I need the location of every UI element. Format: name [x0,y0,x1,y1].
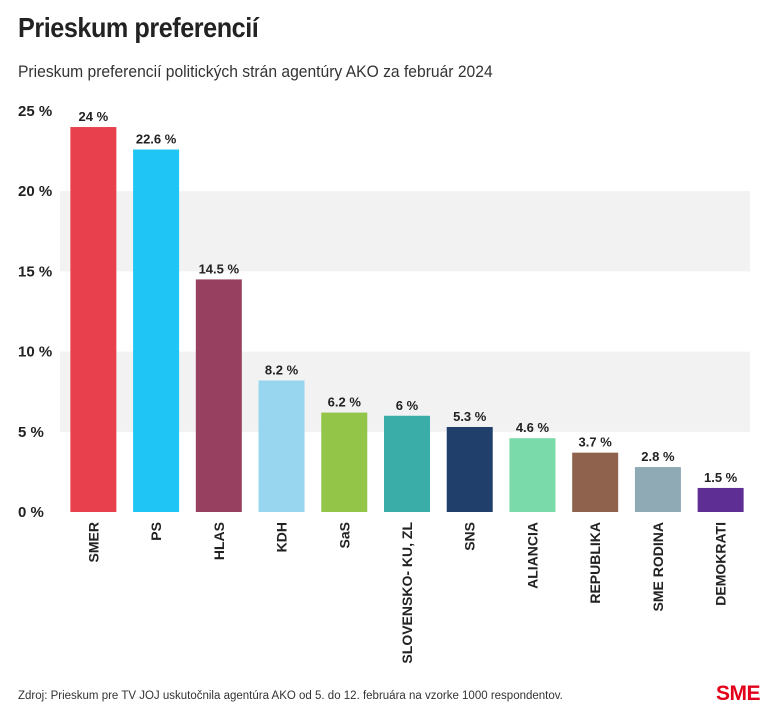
y-tick-label: 20 % [18,183,52,200]
data-label: 5.3 % [453,409,487,424]
data-label: 14.5 % [199,261,240,276]
x-tick-label: SNS [462,522,478,551]
bar [384,415,430,512]
x-tick-label: HLAS [211,522,227,560]
y-tick-label: 10 % [18,344,52,361]
x-tick-label: REPUBLIKA [587,522,603,604]
bar [572,452,619,512]
bar [133,149,180,512]
page-subtitle: Prieskum preferencií politických strán a… [18,62,493,81]
x-tick-label: SLOVENSKO- KU, ZL [399,522,415,664]
x-tick-label: SMER [85,522,101,562]
bar [509,438,556,512]
data-label: 1.5 % [704,470,738,485]
data-label: 4.6 % [516,420,550,435]
bar [697,487,744,512]
y-tick-label: 15 % [18,263,52,280]
sme-logo: SME [715,682,761,705]
x-tick-label: SaS [336,522,352,548]
y-tick-label: 0 % [18,504,44,521]
y-tick-label: 5 % [18,424,44,441]
bar [634,467,681,512]
bar [446,426,493,512]
data-label: 6 % [396,398,419,413]
bar-chart: 0 % 5 % 10 % 15 % 20 % 25 % 24 % SMER 22.6 % PS 14… [18,103,750,664]
source-note: Zdroj: Prieskum pre TV JOJ uskutočnila a… [18,690,563,702]
x-tick-label: SME RODINA [650,522,666,611]
data-label: 8.2 % [265,362,299,377]
bar [70,127,117,512]
x-tick-label: DEMOKRATI [713,522,729,606]
bar [195,279,242,512]
data-label: 2.8 % [641,449,675,464]
data-label: 24 % [79,109,109,124]
data-label: 3.7 % [579,435,613,450]
bar [258,380,305,512]
x-tick-label: KDH [274,522,290,552]
x-tick-label: ALIANCIA [524,522,540,589]
data-label: 22.6 % [136,131,177,146]
y-tick-label: 25 % [18,103,52,120]
bar [321,412,368,512]
page-title: Prieskum preferencií [18,12,259,43]
x-tick-label: PS [148,522,164,541]
data-label: 6.2 % [328,395,362,410]
